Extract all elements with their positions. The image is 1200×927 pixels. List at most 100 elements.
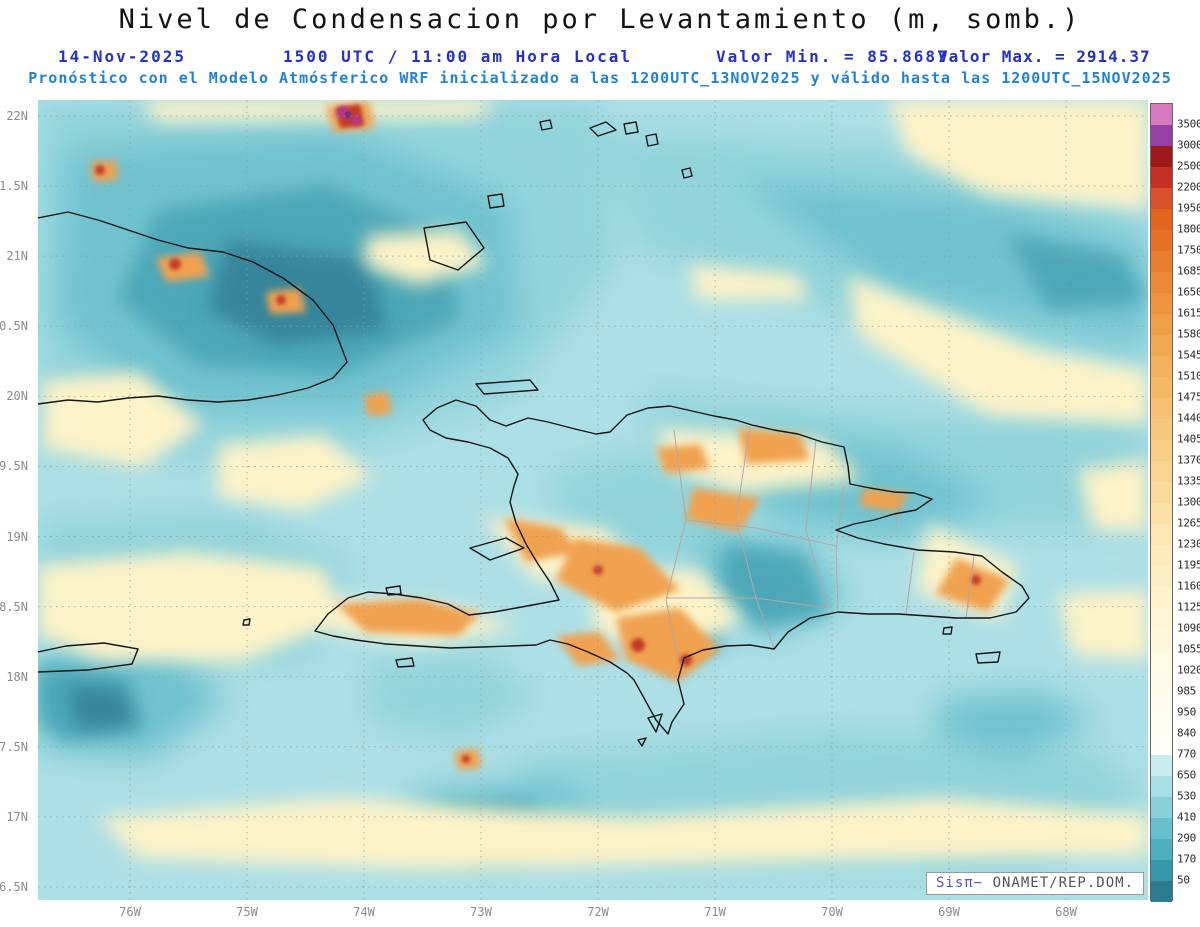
colorbar-level-label: 1580	[1177, 327, 1200, 341]
colorbar-legend	[1150, 103, 1173, 902]
colorbar-segment	[1151, 524, 1172, 545]
lat-tick-label: 16.5N	[0, 879, 28, 894]
colorbar-level-label: 1055	[1177, 642, 1200, 656]
colorbar-segment	[1151, 713, 1172, 734]
colorbar-segment	[1151, 650, 1172, 671]
watermark: Sisπ− ONAMET/REP.DOM.	[925, 872, 1144, 895]
colorbar-segment	[1151, 797, 1172, 818]
lcl-field-shading-orange	[90, 102, 1010, 770]
colorbar-level-label: 410	[1177, 810, 1196, 824]
time-label: 1500 UTC / 11:00 am Hora Local	[283, 47, 632, 66]
lat-tick-label: 17N	[6, 809, 28, 824]
colorbar-level-label: 840	[1177, 726, 1196, 740]
gonave-island	[469, 537, 525, 561]
min-value-label: Valor Min. = 85.8687	[716, 47, 949, 66]
alto-velo-island	[637, 737, 647, 747]
coastlines	[38, 119, 1030, 747]
lat-tick-label: 19.5N	[0, 459, 28, 474]
caicos-islands	[539, 119, 659, 147]
colorbar-segment	[1151, 230, 1172, 251]
catalina-island	[942, 626, 953, 635]
lon-tick-label: 71W	[704, 905, 726, 919]
colorbar-level-label: 1750	[1177, 243, 1200, 257]
colorbar-segment	[1151, 125, 1172, 146]
colorbar-segment	[1151, 776, 1172, 797]
saona-island	[975, 651, 1001, 664]
colorbar-level-label: 170	[1177, 852, 1196, 866]
colorbar-level-label: 650	[1177, 768, 1196, 782]
ile-a-vache-island	[395, 657, 415, 668]
colorbar-level-label: 1440	[1177, 411, 1200, 425]
colorbar-level-label: 1265	[1177, 516, 1200, 530]
forecast-line: Pronóstico con el Modelo Atmósferico WRF…	[28, 69, 1172, 87]
lon-tick-label: 69W	[938, 905, 960, 919]
lat-tick-label: 19N	[6, 529, 28, 544]
colorbar-level-label: 1510	[1177, 369, 1200, 383]
little-inagua-island	[487, 193, 505, 209]
lat-tick-label: 18N	[6, 669, 28, 684]
colorbar-level-label: 1475	[1177, 390, 1200, 404]
turks-islands	[681, 167, 693, 179]
lon-tick-label: 73W	[470, 905, 492, 919]
colorbar-level-label: 1650	[1177, 285, 1200, 299]
colorbar-segment	[1151, 839, 1172, 860]
colorbar-segment	[1151, 566, 1172, 587]
colorbar-level-label: 1300	[1177, 495, 1200, 509]
lcl-field-shading-purple	[344, 111, 352, 119]
colorbar-segment	[1151, 734, 1172, 755]
colorbar-segment	[1151, 608, 1172, 629]
map-canvas: Sisπ− ONAMET/REP.DOM.	[38, 100, 1148, 900]
colorbar-level-label: 2200	[1177, 180, 1200, 194]
colorbar-segment	[1151, 671, 1172, 692]
colorbar-segment	[1151, 377, 1172, 398]
lon-tick-label: 70W	[821, 905, 843, 919]
lat-tick-label: 18.5N	[0, 599, 28, 614]
colorbar-segment	[1151, 335, 1172, 356]
colorbar-segment	[1151, 587, 1172, 608]
colorbar-labels: 3500 3000 2500 2200 1950 1800 1750 1685 1650 1615…	[1177, 103, 1200, 901]
navassa-island	[242, 618, 251, 626]
colorbar-segment	[1151, 272, 1172, 293]
hispaniola-coastline	[314, 399, 1030, 735]
lat-tick-label: 17.5N	[0, 739, 28, 754]
colorbar-segment	[1151, 881, 1172, 902]
colorbar-level-label: 1685	[1177, 264, 1200, 278]
lat-tick-label: 20.5N	[0, 319, 28, 334]
lat-tick-label: 22N	[6, 109, 28, 123]
colorbar-segment	[1151, 314, 1172, 335]
colorbar-level-label: 950	[1177, 705, 1196, 719]
colorbar-level-label: 1125	[1177, 600, 1200, 614]
great-inagua-island	[423, 221, 485, 271]
colorbar-segment	[1151, 692, 1172, 713]
colorbar-segment	[1151, 860, 1172, 881]
watermark-org: ONAMET/REP.DOM.	[992, 875, 1134, 891]
colorbar-segment	[1151, 755, 1172, 776]
colorbar-segment	[1151, 440, 1172, 461]
colorbar-segment	[1151, 461, 1172, 482]
lon-tick-label: 74W	[353, 905, 375, 919]
lon-tick-label: 68W	[1055, 905, 1077, 919]
colorbar-level-label: 1615	[1177, 306, 1200, 320]
colorbar-level-label: 1090	[1177, 621, 1200, 635]
colorbar-segment	[1151, 209, 1172, 230]
colorbar-level-label: 3000	[1177, 138, 1200, 152]
colorbar-segment	[1151, 356, 1172, 377]
colorbar-segment	[1151, 629, 1172, 650]
colorbar-segment	[1151, 167, 1172, 188]
colorbar-segment	[1151, 293, 1172, 314]
lon-tick-label: 72W	[587, 905, 609, 919]
colorbar-level-label: 1545	[1177, 348, 1200, 362]
colorbar-level-label: 530	[1177, 789, 1196, 803]
page-title: Nivel de Condensacion por Levantamiento …	[118, 4, 1082, 35]
lon-tick-label: 75W	[236, 905, 258, 919]
colorbar-level-label: 1405	[1177, 432, 1200, 446]
colorbar-level-label: 770	[1177, 747, 1196, 761]
colorbar-segment	[1151, 104, 1172, 125]
colorbar-segment	[1151, 398, 1172, 419]
colorbar-level-label: 3500	[1177, 117, 1200, 131]
colorbar-level-label: 1230	[1177, 537, 1200, 551]
colorbar-level-label: 985	[1177, 684, 1196, 698]
cayemites-island	[385, 585, 402, 596]
colorbar-level-label: 290	[1177, 831, 1196, 845]
lat-tick-label: 21.5N	[0, 179, 28, 194]
